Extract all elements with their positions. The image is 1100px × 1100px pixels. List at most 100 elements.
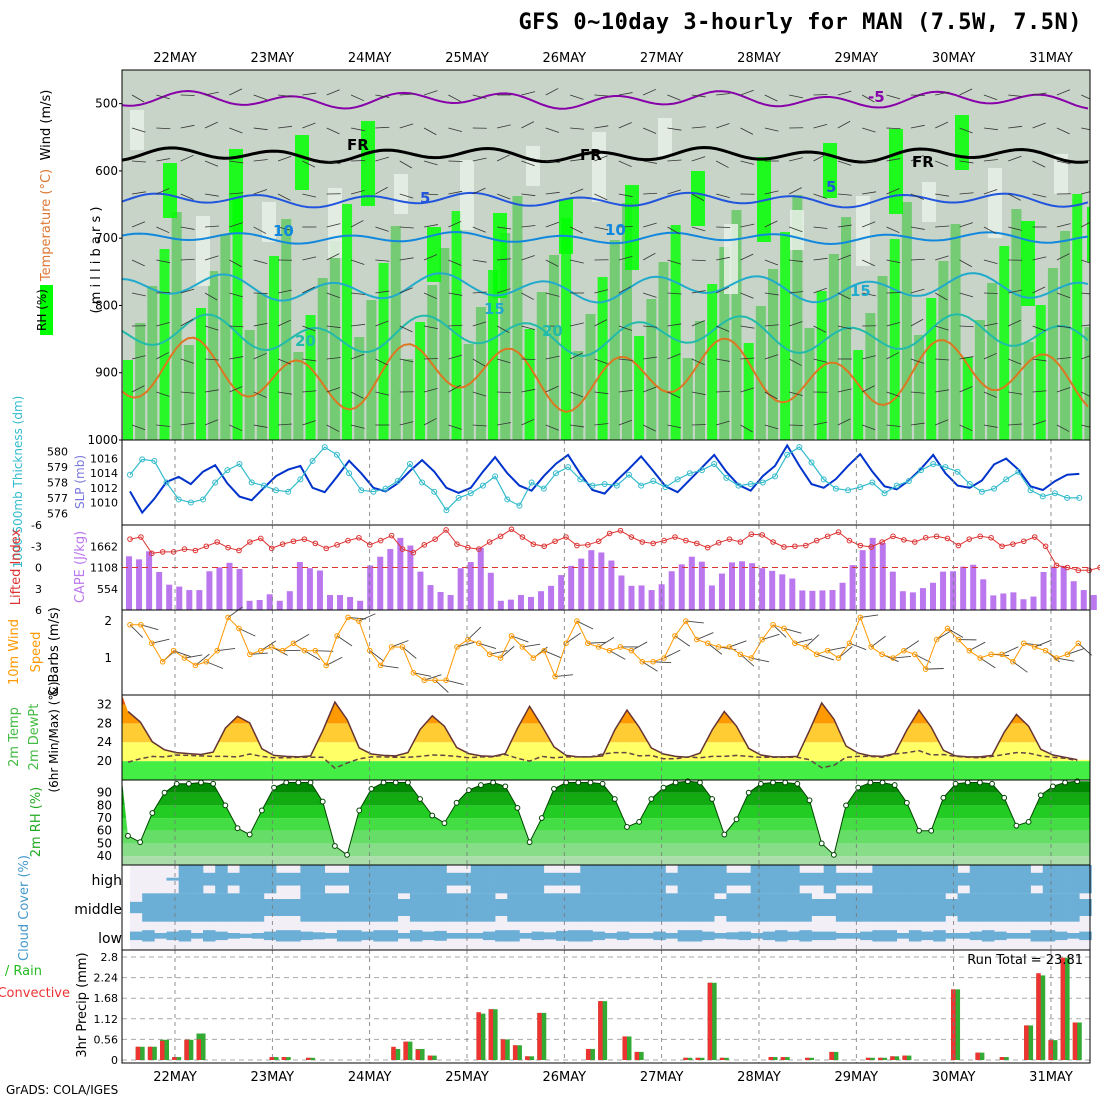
- rh-plume: [244, 330, 255, 440]
- thickness-point: [321, 444, 328, 451]
- cape-bar: [588, 550, 595, 610]
- wind-speed-point: [672, 633, 678, 639]
- upper-wind-barb: [618, 389, 633, 393]
- thickness-point: [1076, 494, 1083, 501]
- upper-wind-barb: [545, 221, 560, 228]
- surface-wind-barb: [1077, 642, 1092, 656]
- upper-wind-barb: [375, 126, 390, 129]
- rh-point: [770, 779, 776, 786]
- cape-bar: [246, 600, 253, 610]
- cloud-middle-cell: [969, 893, 983, 922]
- cloud-middle-cell: [300, 893, 313, 922]
- lifted-index-point: [301, 536, 308, 542]
- wind-speed-point: [628, 647, 635, 654]
- cloud-middle-cell: [811, 899, 825, 916]
- cloud-middle-cell: [872, 893, 885, 922]
- cloud-high-cell: [482, 865, 496, 894]
- upper-wind-barb: [545, 191, 560, 195]
- cape-bar: [367, 565, 374, 610]
- rh-band: [122, 856, 1090, 865]
- cape-bar: [930, 582, 936, 610]
- upper-wind-barb: [789, 291, 804, 294]
- upper-wind-barb: [740, 223, 755, 228]
- surface-wind-barb: [642, 661, 658, 672]
- cloud-low-cell: [251, 933, 265, 939]
- thickness-point: [552, 470, 559, 477]
- rh-patch: [262, 202, 276, 242]
- upper-wind-barb: [350, 259, 365, 265]
- cape-bar: [940, 571, 947, 610]
- rh-plume: [646, 299, 657, 440]
- lifted-index-point: [497, 533, 504, 540]
- upper-wind-barb: [618, 122, 632, 129]
- surface-wind-barb: [783, 628, 802, 634]
- lifted-index-point: [944, 535, 951, 542]
- surface-wind-barb: [293, 633, 310, 644]
- cloud-high-cell: [872, 865, 885, 894]
- lifted-index-point: [803, 542, 809, 549]
- cloud-high-cell: [580, 865, 593, 894]
- lifted-index-point: [748, 531, 755, 538]
- upper-wind-barb: [399, 93, 414, 96]
- rh-plume: [926, 298, 937, 440]
- upper-wind-barb: [399, 123, 414, 129]
- upper-wind-barb: [886, 158, 901, 162]
- wind-speed-point: [323, 662, 330, 669]
- wind-speed-point: [345, 614, 351, 621]
- cloud-middle-cell: [397, 899, 411, 916]
- precip-tick: 2.24: [94, 972, 119, 985]
- rh-band: [122, 830, 1090, 844]
- rh-point: [344, 851, 350, 858]
- upper-wind-barb: [156, 352, 169, 360]
- cape-bar: [186, 590, 193, 610]
- wind-speed-point: [704, 640, 711, 647]
- rh-plume: [548, 255, 559, 440]
- upper-wind-barb: [667, 226, 680, 235]
- cloud-low-cell: [981, 930, 995, 942]
- upper-wind-barb: [131, 424, 146, 431]
- rh-plume: [768, 269, 779, 440]
- upper-wind-barb: [716, 325, 730, 332]
- rh-point: [222, 802, 229, 809]
- upper-wind-barb: [131, 355, 146, 360]
- upper-wind-barb: [789, 391, 803, 397]
- wind-speed-point: [159, 658, 166, 665]
- upper-wind-barb: [740, 387, 755, 393]
- upper-wind-barb: [472, 187, 486, 195]
- wind-speed-point: [835, 655, 842, 661]
- rh-plume: [123, 360, 133, 440]
- upper-wind-barb: [959, 325, 974, 328]
- cloud-middle-cell: [799, 893, 812, 922]
- lifted-index-point: [1010, 541, 1016, 547]
- upper-wind-barb: [1056, 223, 1071, 228]
- lifted-index-point: [181, 546, 188, 552]
- cloud-low-cell: [324, 933, 338, 939]
- upper-wind-barb: [180, 258, 195, 261]
- thickness-point: [954, 468, 961, 475]
- footer-credit: GrADS: COLA/IGES: [6, 1083, 119, 1097]
- cloud-low-cell: [446, 933, 459, 939]
- rh-plume: [196, 308, 207, 440]
- cape-bar: [950, 571, 957, 610]
- lifted-index-point: [268, 545, 275, 552]
- rh-point: [672, 779, 679, 786]
- thickness-tick: 580: [47, 446, 68, 459]
- upper-wind-barb: [278, 423, 293, 426]
- cloud-high-cell: [531, 865, 545, 894]
- cloud-low-cell: [1006, 933, 1019, 939]
- wind-speed-point: [988, 651, 994, 658]
- cape-bar: [578, 558, 585, 610]
- upper-wind-barb: [375, 391, 390, 396]
- wind-speed-point: [683, 618, 689, 624]
- lifted-index-point: [247, 539, 253, 545]
- upper-wind-barb: [545, 160, 560, 163]
- upper-wind-barb: [229, 88, 243, 96]
- rh-point: [149, 810, 156, 816]
- cloud-high-cell: [896, 865, 910, 894]
- surface-wind-barb: [979, 657, 996, 669]
- upper-wind-barb: [788, 358, 802, 366]
- upper-wind-barb: [1081, 127, 1090, 131]
- rh-patch: [889, 129, 903, 214]
- upper-wind-barb: [764, 190, 779, 195]
- lifted-index-point: [149, 550, 155, 557]
